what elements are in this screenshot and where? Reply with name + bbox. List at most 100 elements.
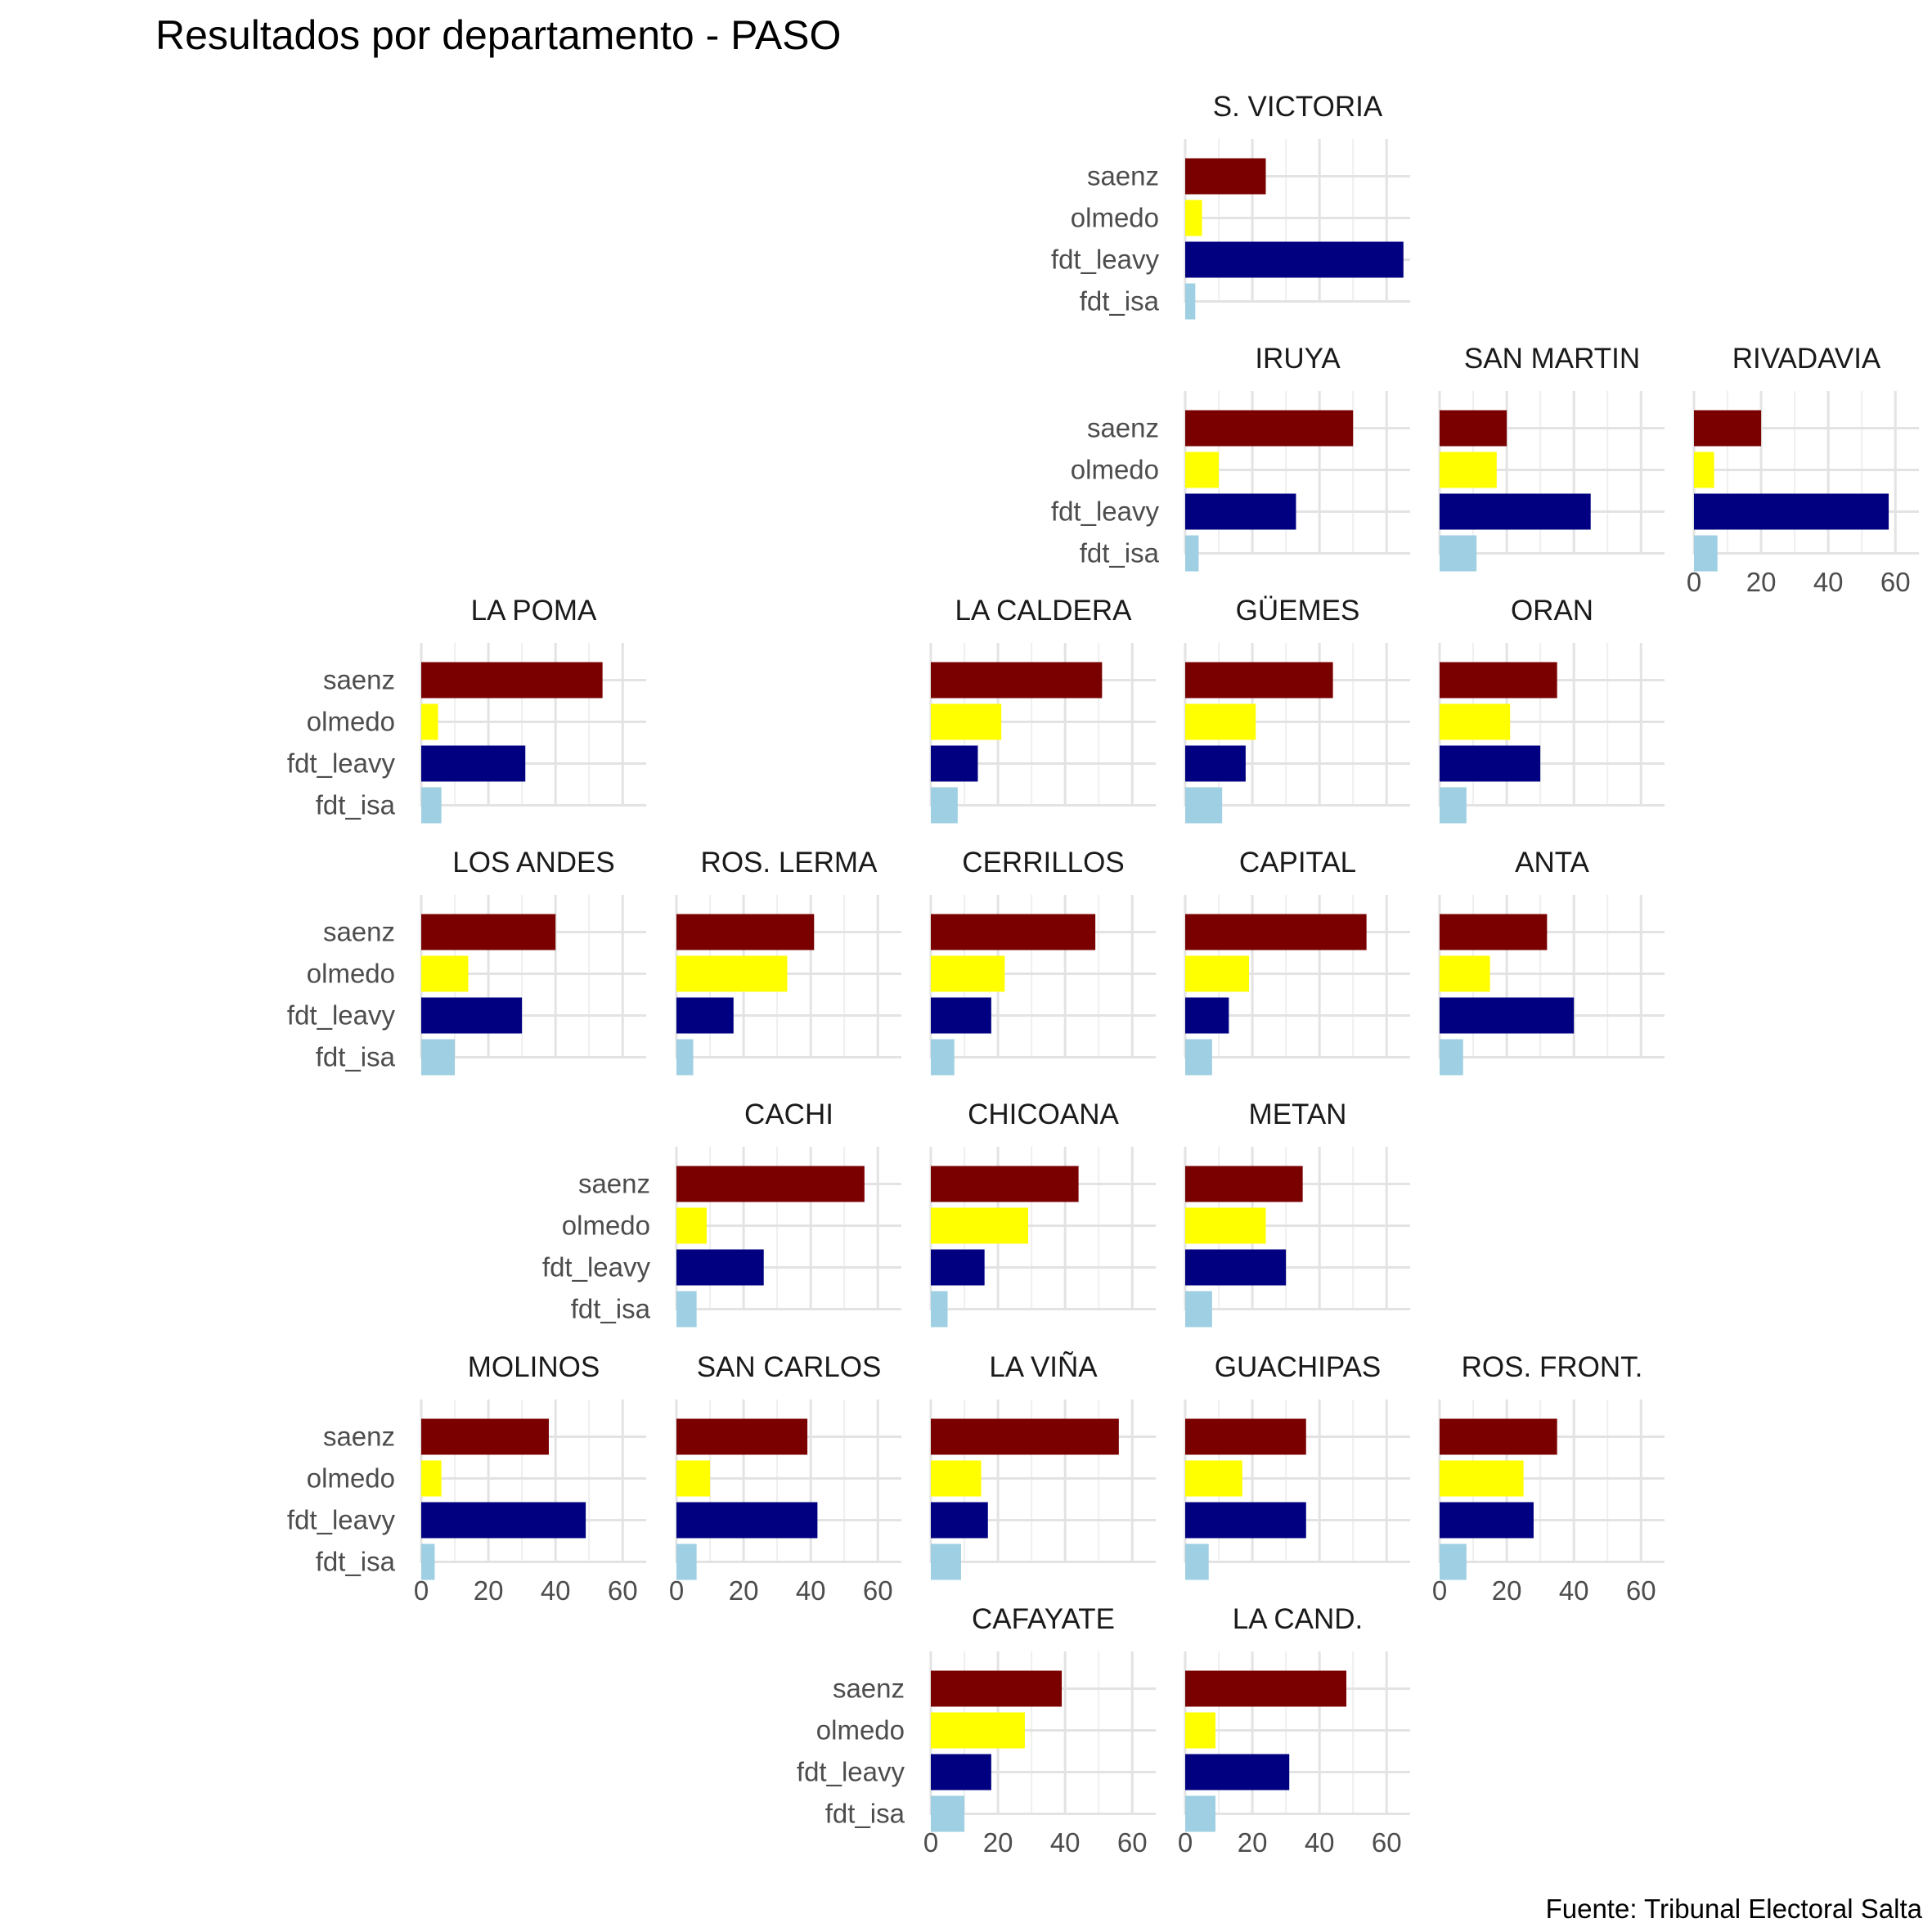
panel-metan: METAN xyxy=(1184,1099,1410,1328)
facet-label: RIVADAVIA xyxy=(1732,343,1881,375)
facet-label: ORAN xyxy=(1511,595,1593,627)
category-label: saenz xyxy=(323,1422,395,1452)
facet-label: LA VIÑA xyxy=(989,1351,1098,1383)
bar-la-cand-olmedo xyxy=(1185,1712,1215,1749)
bar-cafayate-olmedo xyxy=(931,1712,1025,1749)
bar-oran-olmedo xyxy=(1440,703,1511,740)
category-label: saenz xyxy=(323,917,395,947)
bar-molinos-saenz xyxy=(421,1418,549,1455)
facet-label: CERRILLOS xyxy=(962,847,1124,878)
bar-san-martin-fdt-leavy xyxy=(1440,493,1591,530)
category-label: olmedo xyxy=(1071,203,1159,233)
panel-ros-front: ROS. FRONT. 0 20 40 60 xyxy=(1432,1351,1665,1606)
x-tick-label: 20 xyxy=(729,1575,759,1606)
bar-guachipas-saenz xyxy=(1185,1418,1306,1455)
bar-guachipas-olmedo xyxy=(1185,1460,1242,1497)
bar-los-andes-olmedo xyxy=(421,955,469,992)
category-label: olmedo xyxy=(1071,455,1159,485)
bar-la-vina-fdt-leavy xyxy=(931,1502,988,1539)
panel-cachi: CACHI saenz olmedo fdt_leavy fdt_isa xyxy=(542,1099,901,1328)
bar-metan-olmedo xyxy=(1185,1207,1266,1244)
facet-label: CAFAYATE xyxy=(972,1603,1115,1635)
bar-s-victoria-saenz xyxy=(1185,158,1266,195)
bar-molinos-fdt-leavy xyxy=(421,1502,586,1539)
x-tick-label: 20 xyxy=(1492,1575,1522,1606)
x-tick-label: 40 xyxy=(1813,567,1844,597)
bar-la-poma-olmedo xyxy=(421,703,438,740)
bar-iruya-saenz xyxy=(1185,410,1354,447)
facet-label: SAN MARTIN xyxy=(1464,343,1640,375)
facet-label: IRUYA xyxy=(1255,343,1341,375)
facet-label: MOLINOS xyxy=(468,1351,600,1383)
bar-cafayate-fdt-leavy xyxy=(931,1754,991,1790)
bar-san-carlos-fdt-isa xyxy=(676,1543,697,1580)
bar-capital-saenz xyxy=(1185,914,1367,950)
panel-guemes: GÜEMES xyxy=(1184,595,1410,824)
bar-s-victoria-fdt-isa xyxy=(1185,283,1196,320)
bar-cerrillos-fdt-isa xyxy=(931,1039,955,1076)
facet-label: ANTA xyxy=(1515,847,1589,878)
bar-la-vina-saenz xyxy=(931,1418,1119,1455)
bar-ros-lerma-saenz xyxy=(676,914,815,950)
facet-label: ROS. FRONT. xyxy=(1462,1351,1643,1383)
chart-caption: Fuente: Tribunal Electoral Salta xyxy=(1546,1894,1923,1924)
facet-label: CHICOANA xyxy=(968,1099,1119,1130)
facet-label: S. VICTORIA xyxy=(1213,91,1383,123)
bar-los-andes-fdt-leavy xyxy=(421,997,523,1034)
bar-la-poma-saenz xyxy=(421,662,603,699)
category-label: fdt_leavy xyxy=(542,1252,651,1283)
category-label: fdt_leavy xyxy=(797,1757,905,1787)
bar-metan-fdt-isa xyxy=(1185,1291,1212,1328)
bar-molinos-olmedo xyxy=(421,1460,442,1497)
facet-label: SAN CARLOS xyxy=(697,1351,882,1383)
category-label: saenz xyxy=(1087,413,1159,443)
facet-label: CACHI xyxy=(744,1099,833,1130)
category-label: fdt_leavy xyxy=(287,1000,396,1031)
x-tick-label: 0 xyxy=(669,1575,684,1606)
bar-cafayate-fdt-isa xyxy=(931,1795,965,1832)
x-tick-label: 60 xyxy=(1117,1827,1148,1858)
bar-la-caldera-saenz xyxy=(931,662,1103,699)
bar-oran-saenz xyxy=(1440,662,1557,699)
bar-los-andes-fdt-isa xyxy=(421,1039,456,1076)
bar-guemes-fdt-isa xyxy=(1185,787,1223,824)
facet-label: LA CALDERA xyxy=(955,595,1133,627)
panel-rivadavia: RIVADAVIA 0 20 40 60 xyxy=(1687,343,1919,597)
panel-anta: ANTA xyxy=(1438,847,1665,1076)
bar-chicoana-olmedo xyxy=(931,1207,1029,1244)
x-tick-label: 40 xyxy=(1559,1575,1589,1606)
bar-ros-front-olmedo xyxy=(1440,1460,1524,1497)
panel-la-poma: LA POMA saenz olmedo fdt_leavy fdt_isa xyxy=(287,595,646,824)
bar-metan-fdt-leavy xyxy=(1185,1249,1287,1286)
bar-anta-saenz xyxy=(1440,914,1548,950)
bar-ros-front-fdt-leavy xyxy=(1440,1502,1534,1539)
category-label: fdt_leavy xyxy=(287,748,396,779)
facet-label: ROS. LERMA xyxy=(701,847,878,878)
category-label: olmedo xyxy=(562,1211,650,1241)
x-tick-label: 0 xyxy=(1432,1575,1447,1606)
x-tick-label: 20 xyxy=(1746,567,1777,597)
x-tick-label: 60 xyxy=(1626,1575,1656,1606)
bar-san-carlos-olmedo xyxy=(676,1460,711,1497)
bar-ros-lerma-fdt-isa xyxy=(676,1039,694,1076)
panel-la-vina: LA VIÑA xyxy=(929,1351,1156,1580)
bar-san-martin-saenz xyxy=(1440,410,1507,447)
category-label: olmedo xyxy=(307,959,395,989)
bar-oran-fdt-isa xyxy=(1440,787,1467,824)
x-tick-label: 40 xyxy=(796,1575,826,1606)
category-label: fdt_leavy xyxy=(1051,496,1160,527)
bar-anta-olmedo xyxy=(1440,955,1490,992)
facet-label: LOS ANDES xyxy=(452,847,614,878)
bar-ros-front-saenz xyxy=(1440,1418,1557,1455)
bar-cachi-saenz xyxy=(676,1166,865,1202)
bar-los-andes-saenz xyxy=(421,914,556,950)
bar-rivadavia-fdt-isa xyxy=(1694,535,1718,572)
bar-iruya-olmedo xyxy=(1185,452,1220,488)
facet-label: METAN xyxy=(1249,1099,1347,1130)
bar-guemes-olmedo xyxy=(1185,703,1256,740)
bar-san-carlos-fdt-leavy xyxy=(676,1502,818,1539)
bar-metan-saenz xyxy=(1185,1166,1303,1202)
bar-cafayate-saenz xyxy=(931,1670,1063,1707)
bar-la-cand-fdt-isa xyxy=(1185,1795,1215,1832)
bar-san-martin-olmedo xyxy=(1440,452,1497,488)
